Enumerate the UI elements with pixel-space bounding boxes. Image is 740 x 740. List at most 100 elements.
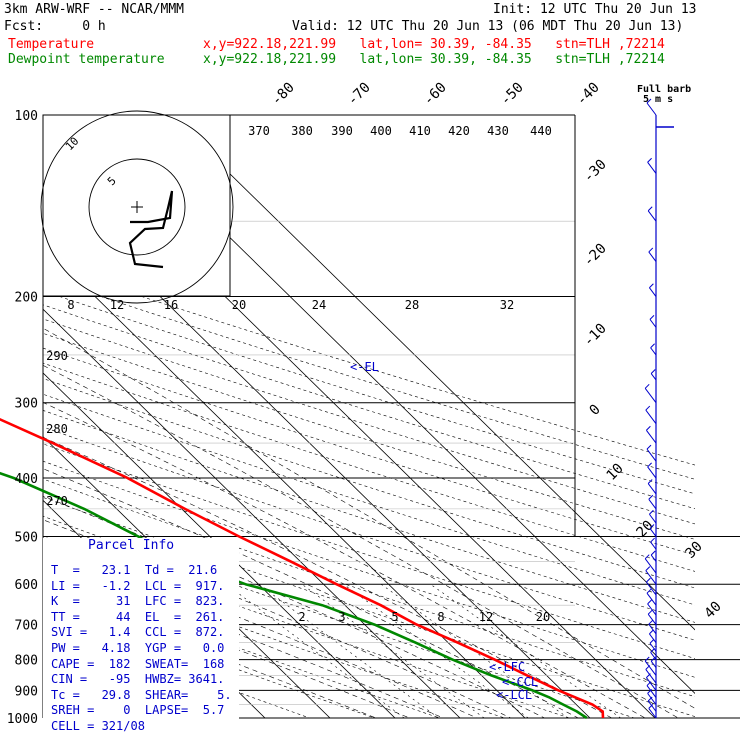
wind-barb (650, 373, 657, 381)
hodograph-ring (88, 158, 186, 256)
dry-adiabat (43, 410, 695, 623)
mixing-ratio-line (430, 583, 621, 718)
wind-barb (650, 652, 657, 660)
wind-barb (650, 648, 655, 653)
wind-barb (649, 315, 655, 320)
temperature-profile (0, 417, 605, 719)
theta-label: 430 (487, 124, 509, 138)
isotherm-label: -40 (574, 80, 603, 109)
level-annotation: <-CCL (502, 675, 538, 689)
moist-adiabat (43, 589, 377, 718)
dry-adiabat (43, 318, 695, 525)
wind-barb (646, 681, 652, 686)
theta-label: 270 (46, 494, 68, 508)
theta-label: 390 (331, 124, 353, 138)
wind-barb (647, 689, 652, 694)
parcel-info-row: SVI = 1.4 CCL = 872. (51, 625, 225, 640)
wind-barb (646, 102, 657, 116)
isotherm-label: -20 (581, 241, 610, 270)
wind-barb (649, 642, 657, 652)
wind-barb (646, 98, 652, 104)
parcel-info-row: K = 31 LFC = 823. (51, 594, 225, 609)
isotherm-label: -10 (581, 321, 610, 350)
pressure-label: 400 (15, 472, 38, 487)
pressure-label: 800 (15, 654, 38, 669)
wind-barb (648, 251, 657, 262)
wind-barb (647, 700, 657, 712)
dry-adiabat (43, 263, 695, 466)
mixing-ratio-label: 12 (479, 610, 493, 624)
hodograph-speed-tick: 16 (164, 298, 178, 312)
pressure-label: 700 (15, 619, 38, 634)
parcel-info-row: T = 23.1 Td = 21.6 (51, 563, 218, 577)
wind-barb (644, 656, 650, 662)
parcel-info-row: LI = -1.2 LCL = 917. (51, 578, 225, 593)
mixing-ratio-label: 20 (536, 610, 550, 624)
moist-adiabat (43, 539, 478, 718)
wind-barb (646, 673, 651, 678)
wind-barb (644, 558, 657, 574)
theta-label: 420 (448, 124, 470, 138)
isotherm-label: -50 (498, 80, 527, 109)
wind-barb (649, 633, 657, 643)
moist-adiabat (43, 364, 679, 718)
wind-barb (647, 603, 657, 616)
hodograph-speed-tick: 8 (67, 298, 74, 312)
wind-barb (646, 444, 652, 450)
pressure-label: 300 (15, 397, 38, 412)
parcel-info-row: PW = 4.18 YGP = 0.0 (51, 641, 225, 655)
dry-adiabat (43, 555, 506, 718)
moist-adiabat (43, 402, 646, 718)
wind-barb (649, 629, 654, 635)
parcel-info-title: Parcel Info (88, 538, 175, 553)
wind-barb (646, 429, 657, 444)
mixing-ratio-line (301, 583, 485, 718)
theta-label: 440 (530, 124, 552, 138)
wind-barb (645, 566, 651, 571)
wind-barb (647, 609, 653, 615)
pressure-label: 200 (15, 291, 38, 306)
wind-barb (647, 483, 657, 495)
barb-legend-unit: 5 m s (643, 94, 674, 105)
dry-adiabat (43, 290, 695, 495)
pressure-label: 100 (15, 109, 38, 124)
wind-barb (646, 577, 651, 583)
hodograph-ring (40, 110, 234, 304)
wind-barb (645, 570, 657, 585)
dry-adiabat (43, 478, 695, 698)
parcel-info-row: Tc = 29.8 SHEAR= 5. (51, 687, 232, 702)
dewpoint-legend-info: x,y=922.18,221.99 lat,lon= 30.39, -84.35… (203, 52, 665, 67)
parcel-info-row: TT = 44 EL = 261. (51, 609, 225, 624)
wind-barb (648, 704, 654, 709)
isotherm (43, 372, 396, 718)
isotherm-label: 10 (604, 461, 627, 484)
wind-barb (646, 685, 657, 698)
wind-barb (645, 669, 657, 684)
mixing-ratio-line (258, 583, 439, 718)
isotherm-label: 40 (702, 599, 725, 622)
mixing-ratio-label: 3 (338, 610, 345, 624)
theta-label: 280 (46, 422, 68, 436)
model-title: 3km ARW-WRF -- NCAR/MMM (4, 2, 185, 17)
wind-barb (649, 319, 657, 328)
level-annotation: <-LCL (496, 688, 532, 702)
level-annotation: <-EL (350, 360, 379, 374)
wind-barb (650, 369, 656, 374)
dewpoint-profile (0, 471, 588, 720)
wind-barb (644, 388, 657, 404)
isotherm-label: -80 (269, 80, 298, 109)
wind-barb (647, 599, 652, 605)
wind-barb (644, 660, 657, 676)
isotherm-label: 30 (683, 539, 706, 562)
wind-barb (648, 708, 657, 719)
hodograph-speed-tick: 32 (500, 298, 514, 312)
wind-barb (647, 696, 653, 702)
wind-barb (648, 494, 654, 500)
wind-barb (644, 383, 650, 389)
wind-barb (648, 247, 654, 253)
mixing-ratio-label: 5 (391, 610, 398, 624)
wind-barb (650, 660, 657, 668)
pressure-label: 900 (15, 684, 38, 699)
plot-area (43, 115, 695, 718)
wind-barb (647, 157, 652, 163)
